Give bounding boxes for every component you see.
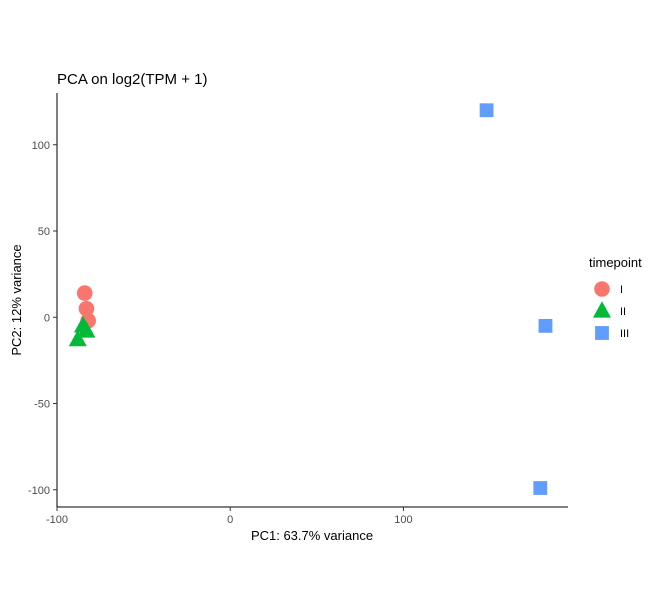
data-point-II bbox=[68, 329, 87, 347]
y-tick-label: 100 bbox=[32, 140, 50, 152]
y-tick-label: 50 bbox=[38, 226, 50, 238]
data-point-II bbox=[77, 321, 96, 338]
legend-label-I: I bbox=[620, 284, 623, 296]
chart-title: PCA on log2(TPM + 1) bbox=[57, 71, 207, 88]
y-tick-label: -100 bbox=[28, 485, 50, 497]
data-point-I bbox=[76, 285, 93, 301]
y-axis-ticks: -100 -50 0 50 100 bbox=[28, 140, 57, 497]
data-point-III bbox=[538, 318, 553, 333]
x-axis-title: PC1: 63.7% variance bbox=[251, 528, 373, 543]
x-tick-label: 100 bbox=[394, 514, 412, 526]
legend-key-III bbox=[595, 326, 609, 340]
data-point-III bbox=[479, 103, 494, 118]
x-tick-label: 0 bbox=[227, 514, 233, 526]
legend-label-III: III bbox=[620, 328, 629, 340]
y-axis-title: PC2: 12% variance bbox=[9, 244, 24, 355]
legend-title: timepoint bbox=[589, 255, 642, 270]
data-point-I bbox=[78, 300, 95, 317]
y-tick-label: -50 bbox=[34, 399, 50, 411]
x-tick-label: -100 bbox=[46, 514, 68, 526]
x-axis-ticks: -100 0 100 bbox=[46, 507, 413, 526]
legend-key-II bbox=[593, 301, 611, 318]
data-point-III bbox=[533, 481, 548, 495]
y-tick-label: 0 bbox=[44, 312, 50, 324]
legend-label-II: II bbox=[620, 306, 626, 318]
legend-key-I bbox=[594, 281, 610, 297]
plot-area bbox=[68, 103, 553, 495]
